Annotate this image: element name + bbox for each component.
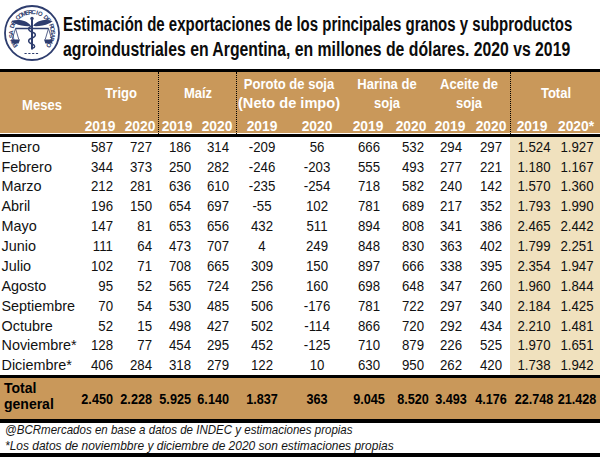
svg-text:A: A bbox=[7, 30, 14, 35]
